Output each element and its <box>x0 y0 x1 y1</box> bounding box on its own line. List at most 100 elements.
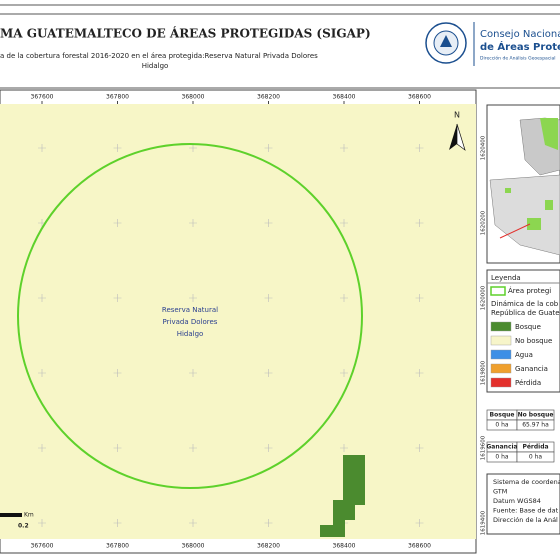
info-box <box>486 473 560 535</box>
info-line: Sistema de coordena <box>493 478 560 486</box>
x-coordinate: 368000 <box>182 543 205 550</box>
table-value: 0 ha <box>529 454 543 461</box>
grid-cross <box>189 519 197 527</box>
table-header: Bosque <box>490 412 515 419</box>
grid-cross <box>189 144 197 152</box>
grid-cross <box>340 444 348 452</box>
x-coordinate: 368400 <box>333 543 356 550</box>
legend-items: Bosque No bosque Agua Ganancia Pérdida <box>490 321 552 388</box>
grid-cross <box>189 219 197 227</box>
logo: Consejo Nacional de Áreas Protegidas Dir… <box>425 22 560 66</box>
grid-cross <box>113 294 122 302</box>
table-header: Ganancia <box>486 444 517 451</box>
scale-unit: Km <box>24 512 34 519</box>
legend-label: Agua <box>515 351 533 359</box>
grid-cross <box>189 369 197 377</box>
subtitle: a de la cobertura forestal 2016-2020 en … <box>0 52 318 60</box>
inset-shapes <box>489 117 560 256</box>
x-coordinate: 368000 <box>182 94 205 101</box>
y-coordinate: 1620000 <box>481 285 487 310</box>
grid-cross <box>113 219 122 227</box>
logo-text: de Áreas Protegidas <box>480 40 560 53</box>
grid-cross <box>415 219 424 227</box>
table-value: 0 ha <box>495 422 509 429</box>
grid-cross <box>264 144 273 152</box>
info-line: Dirección de la Anál <box>493 516 558 524</box>
grid-cross <box>264 369 273 377</box>
grid-cross <box>264 444 273 452</box>
legend-label: No bosque <box>515 337 552 345</box>
table-value: 65.97 ha <box>522 422 549 429</box>
north-label: N <box>454 111 460 120</box>
subtitle: Hidalgo <box>142 62 169 70</box>
grid-cross <box>264 219 273 227</box>
y-coordinate: 1619400 <box>481 510 487 535</box>
grid-cross <box>38 369 46 377</box>
logo-text: Dirección de Análisis Geoespacial <box>480 55 556 62</box>
forest-patch <box>320 455 365 537</box>
y-coordinate: 1620400 <box>481 135 487 160</box>
grid-cross <box>340 219 348 227</box>
grid-cross <box>340 144 348 152</box>
area-label: Privada Dolores <box>163 318 218 326</box>
legend-area-swatch <box>490 286 506 296</box>
grid-cross <box>415 144 424 152</box>
north-arrow: N <box>449 111 466 151</box>
x-coordinate: 368600 <box>408 94 431 101</box>
map-area <box>0 104 476 539</box>
tables: Bosque 0 ha No bosque 65.97 ha Ganancia 0 ha P… <box>486 409 555 463</box>
grid-cross <box>189 444 197 452</box>
grid-cross <box>38 444 46 452</box>
legend-heading: Dinámica de la cob <box>491 300 559 308</box>
legend-swatch <box>490 363 512 374</box>
area-label: Reserva Natural <box>162 306 218 314</box>
grid-cross <box>340 369 348 377</box>
y-coordinate: 1619600 <box>481 435 487 460</box>
x-coordinate: 367600 <box>31 543 54 550</box>
legend-heading: República de Guate <box>491 309 560 317</box>
legend-label: Pérdida <box>515 379 541 387</box>
legend-title: Leyenda <box>491 274 521 282</box>
legend-swatch <box>490 335 512 346</box>
info-line: Fuente: Base de dat <box>493 507 559 515</box>
table-header: Pérdida <box>522 444 548 451</box>
x-coordinate: 368200 <box>257 94 280 101</box>
grid-cross <box>415 369 424 377</box>
x-coordinate: 368200 <box>257 543 280 550</box>
legend-swatch <box>490 377 512 388</box>
grid-cross <box>113 444 122 452</box>
legend-swatch <box>490 349 512 360</box>
scale-value: 0.2 <box>18 523 29 530</box>
grid-cross <box>415 519 424 527</box>
title: MA GUATEMALTECO DE ÁREAS PROTEGIDAS (SIG… <box>0 26 371 41</box>
table-cell <box>516 419 555 431</box>
grid-cross <box>264 519 273 527</box>
table-cell <box>516 451 555 463</box>
x-coordinate: 367600 <box>31 94 54 101</box>
legend-swatch <box>490 321 512 332</box>
grid-cross <box>189 294 197 302</box>
grid-cross <box>113 369 122 377</box>
protected-area <box>17 143 363 489</box>
x-coordinate: 367800 <box>106 543 129 550</box>
grid-cross <box>113 144 122 152</box>
info-line: Datum WGS84 <box>493 497 541 505</box>
logo-text: Consejo Nacional <box>480 29 560 40</box>
grid-cross <box>340 294 348 302</box>
grid-cross <box>113 519 122 527</box>
grid-cross <box>38 144 46 152</box>
y-coordinates: 1620400 1620200 1620000 1619800 1619600 16194… <box>481 135 487 535</box>
grid-cross <box>415 444 424 452</box>
grid-cross <box>264 294 273 302</box>
legend-label: Bosque <box>515 323 541 331</box>
table-value: 0 ha <box>495 454 509 461</box>
legend-area: Área protegi <box>508 286 551 295</box>
table-header: No bosque <box>518 412 554 419</box>
scale-bar <box>0 513 22 517</box>
x-coordinate: 367800 <box>106 94 129 101</box>
y-coordinate: 1620200 <box>481 210 487 235</box>
grid-cross <box>415 294 424 302</box>
grid: 367600 367600 367800 367800 368000 368000 3682… <box>31 94 432 550</box>
